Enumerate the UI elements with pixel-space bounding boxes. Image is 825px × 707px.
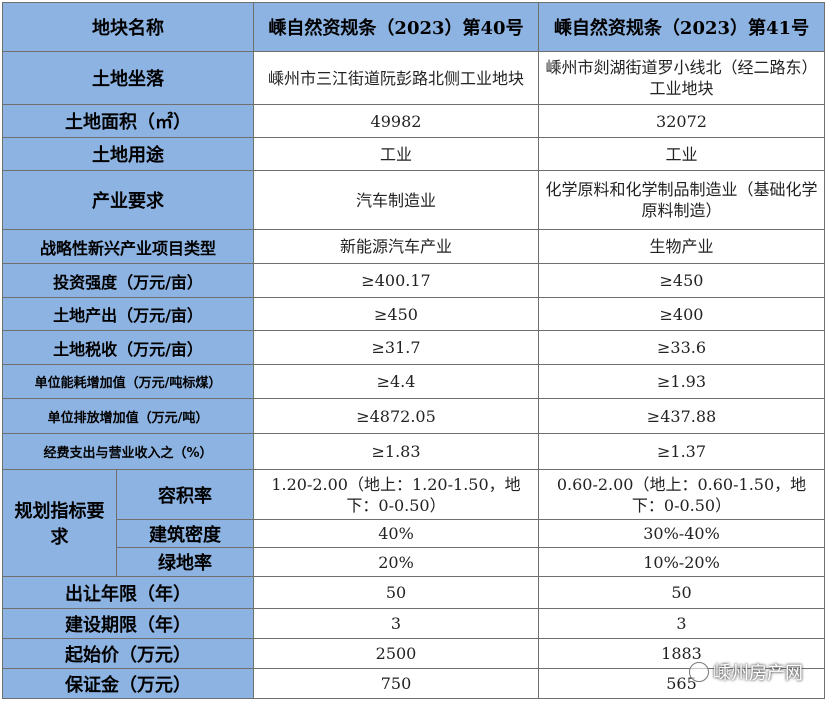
value-far-41: 0.60-2.00（地上：0.60-1.50，地下：0-0.50） [538, 469, 825, 520]
value-green-41: 10%-20% [538, 547, 825, 577]
value-emission-41: ≥437.88 [538, 398, 825, 434]
row-strategic: 战略性新兴产业项目类型 新能源汽车产业 生物产业 [2, 229, 825, 264]
watermark-logo-icon [689, 662, 709, 682]
value-location-40: 嵊州市三江街道阮彭路北侧工业地块 [253, 51, 539, 105]
value-invest-41: ≥450 [538, 263, 825, 298]
row-build: 建设期限（年） 3 3 [2, 608, 825, 639]
row-emission: 单位排放增加值（万元/吨） ≥4872.05 ≥437.88 [2, 398, 825, 434]
value-far-40: 1.20-2.00（地上：1.20-1.50，地下：0-0.50） [253, 469, 539, 520]
header-row: 地块名称 嵊自然资规条（2023）第40号 嵊自然资规条（2023）第41号 [2, 2, 825, 52]
label-planning: 规划指标要求 [2, 469, 117, 577]
label-emission: 单位排放增加值（万元/吨） [2, 398, 254, 434]
row-deposit: 保证金（万元） 750 565 [2, 668, 825, 699]
row-use: 土地用途 工业 工业 [2, 137, 825, 171]
value-term-40: 50 [253, 576, 539, 609]
value-density-41: 30%-40% [538, 519, 825, 548]
value-industry-40: 汽车制造业 [253, 170, 539, 230]
watermark: 嵊州房产网 [689, 659, 803, 685]
row-tax: 土地税收（万元/亩） ≥31.7 ≥33.6 [2, 330, 825, 365]
value-energy-40: ≥4.4 [253, 364, 539, 399]
value-price-40: 2500 [253, 638, 539, 669]
watermark-text: 嵊州房产网 [713, 663, 803, 684]
row-planning-green: 绿地率 20% 10%-20% [3, 547, 825, 577]
label-far: 容积率 [116, 469, 254, 520]
row-price: 起始价（万元） 2500 1883 [2, 638, 825, 669]
value-area-41: 32072 [538, 104, 825, 138]
value-green-40: 20% [253, 547, 539, 577]
label-location: 土地坐落 [2, 51, 254, 105]
row-location: 土地坐落 嵊州市三江街道阮彭路北侧工业地块 嵊州市剡湖街道罗小线北（经二路东）工… [2, 51, 825, 105]
value-invest-40: ≥400.17 [253, 263, 539, 298]
header-label: 地块名称 [2, 2, 254, 52]
row-rnd: 经费支出与营业收入之（%） ≥1.83 ≥1.37 [2, 433, 825, 470]
value-build-41: 3 [538, 608, 825, 639]
value-tax-41: ≥33.6 [538, 330, 825, 365]
label-output: 土地产出（万元/亩） [2, 297, 254, 331]
label-green: 绿地率 [116, 547, 254, 577]
label-rnd: 经费支出与营业收入之（%） [2, 433, 254, 470]
value-location-41: 嵊州市剡湖街道罗小线北（经二路东）工业地块 [538, 51, 825, 105]
label-energy: 单位能耗增加值（万元/吨标煤） [2, 364, 254, 399]
row-planning-far: 规划指标要求 容积率 1.20-2.00（地上：1.20-1.50，地下：0-0… [2, 469, 825, 577]
value-term-41: 50 [538, 576, 825, 609]
label-build: 建设期限（年） [2, 608, 254, 639]
header-parcel-40: 嵊自然资规条（2023）第40号 [253, 2, 539, 52]
value-output-41: ≥400 [538, 297, 825, 331]
value-industry-41: 化学原料和化学制品制造业（基础化学原料制造） [538, 170, 825, 230]
row-invest: 投资强度（万元/亩） ≥400.17 ≥450 [2, 263, 825, 298]
row-output: 土地产出（万元/亩） ≥450 ≥400 [2, 297, 825, 331]
row-term: 出让年限（年） 50 50 [2, 576, 825, 609]
value-output-40: ≥450 [253, 297, 539, 331]
label-density: 建筑密度 [116, 519, 254, 548]
label-deposit: 保证金（万元） [2, 668, 254, 699]
label-area: 土地面积（㎡） [2, 104, 254, 138]
row-planning-density: 建筑密度 40% 30%-40% [3, 519, 825, 548]
header-parcel-41: 嵊自然资规条（2023）第41号 [538, 2, 825, 52]
value-rnd-40: ≥1.83 [253, 433, 539, 470]
value-build-40: 3 [253, 608, 539, 639]
value-price-41: 1883 [538, 638, 825, 669]
row-energy: 单位能耗增加值（万元/吨标煤） ≥4.4 ≥1.93 [2, 364, 825, 399]
label-use: 土地用途 [2, 137, 254, 171]
label-price: 起始价（万元） [2, 638, 254, 669]
label-industry: 产业要求 [2, 170, 254, 230]
value-emission-40: ≥4872.05 [253, 398, 539, 434]
value-strategic-41: 生物产业 [538, 229, 825, 264]
row-area: 土地面积（㎡） 49982 32072 [2, 104, 825, 138]
value-density-40: 40% [253, 519, 539, 548]
value-rnd-41: ≥1.37 [538, 433, 825, 470]
label-term: 出让年限（年） [2, 576, 254, 609]
label-invest: 投资强度（万元/亩） [2, 263, 254, 298]
value-deposit-41: 565 [538, 668, 825, 699]
label-strategic: 战略性新兴产业项目类型 [2, 229, 254, 264]
value-use-41: 工业 [538, 137, 825, 171]
value-energy-41: ≥1.93 [538, 364, 825, 399]
value-use-40: 工业 [253, 137, 539, 171]
value-tax-40: ≥31.7 [253, 330, 539, 365]
value-strategic-40: 新能源汽车产业 [253, 229, 539, 264]
row-industry: 产业要求 汽车制造业 化学原料和化学制品制造业（基础化学原料制造） [2, 170, 825, 230]
value-deposit-40: 750 [253, 668, 539, 699]
label-tax: 土地税收（万元/亩） [2, 330, 254, 365]
value-area-40: 49982 [253, 104, 539, 138]
